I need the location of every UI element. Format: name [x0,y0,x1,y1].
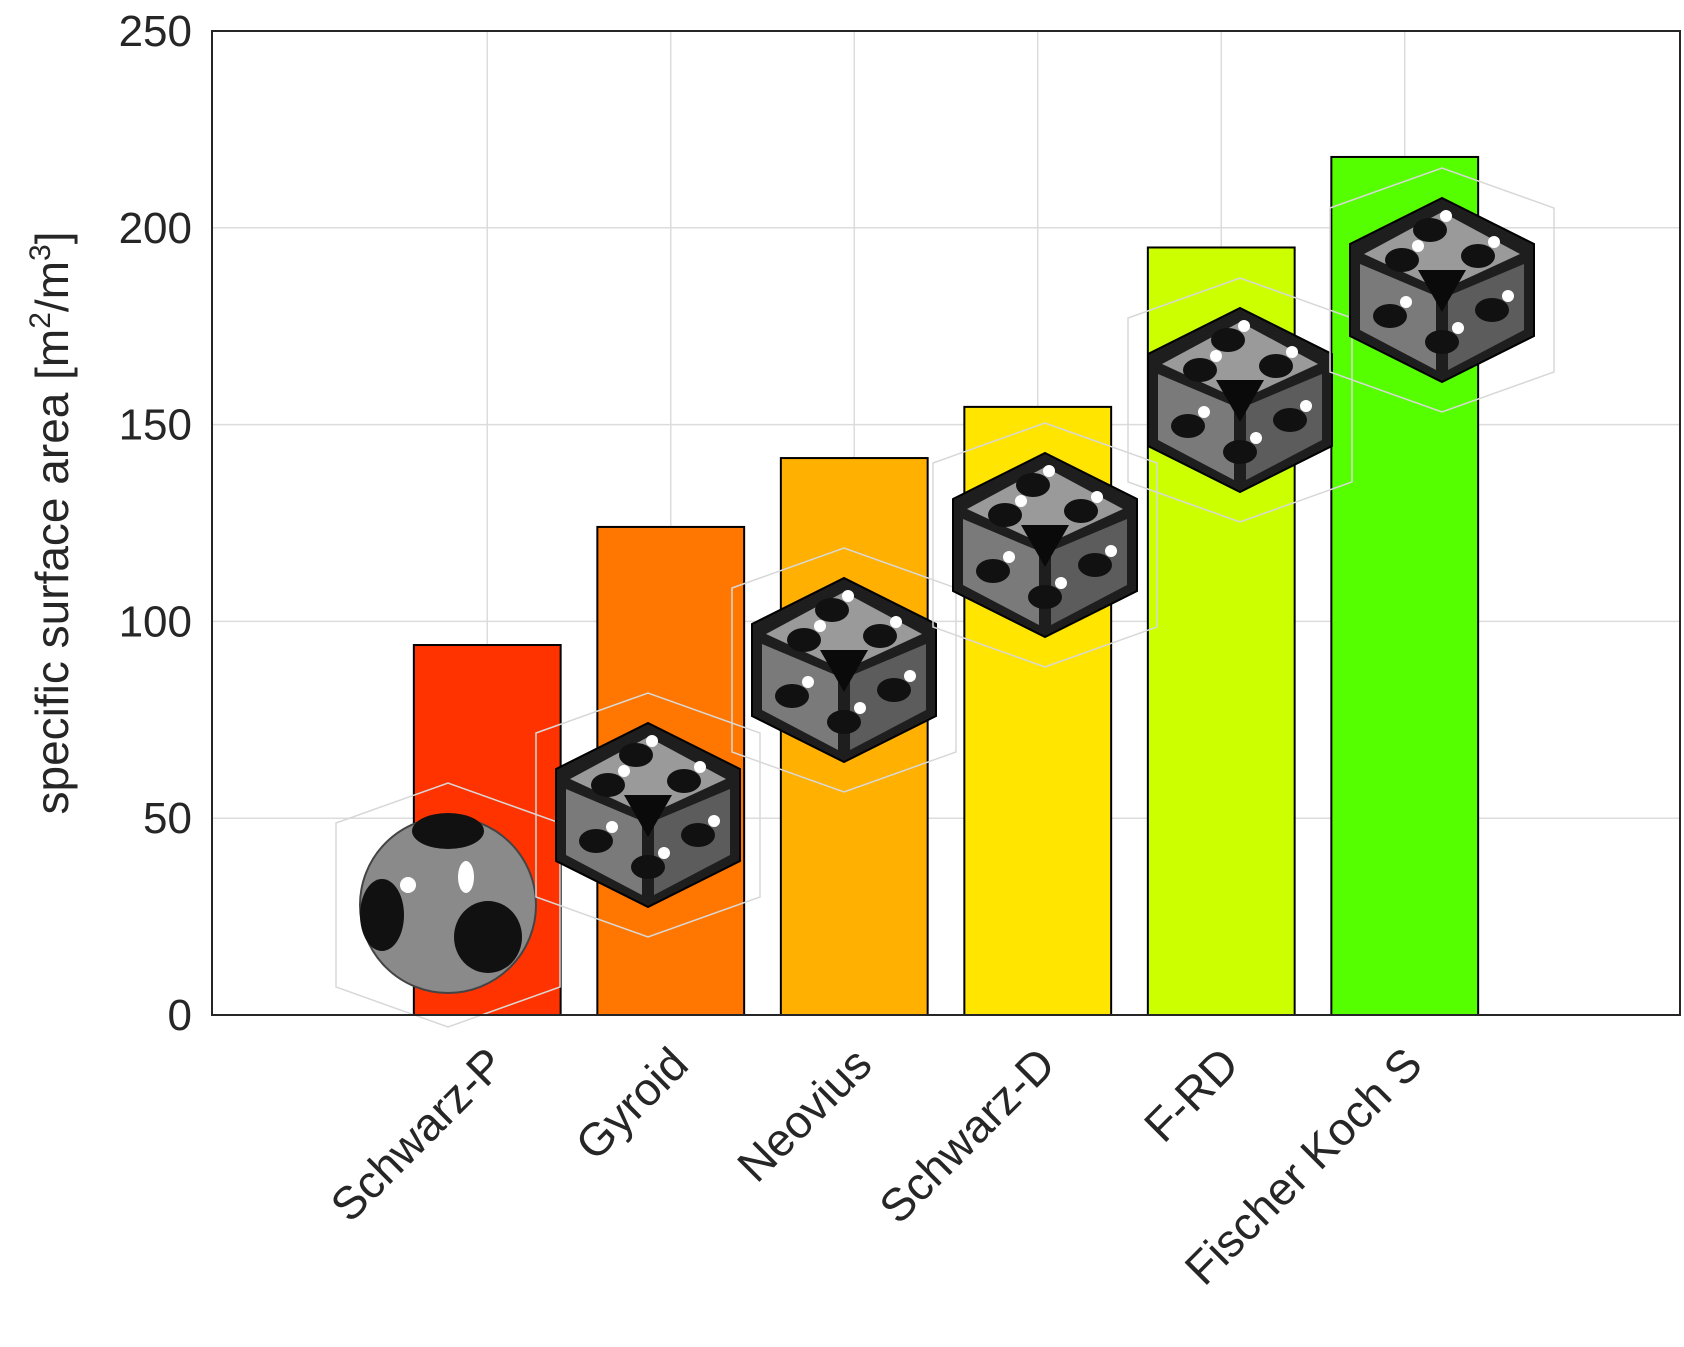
y-tick-label: 50 [143,794,192,843]
fischer-koch-s-structure-icon [1329,167,1555,413]
gyroid-structure-icon [535,692,761,938]
y-tick-label: 200 [119,204,192,253]
schwarz-p-structure-icon [335,782,561,1028]
plot-frame [211,30,1681,1016]
f-rd-structure-icon [1127,277,1353,523]
y-tick-label: 0 [168,991,192,1040]
y-axis-title: specific surface area [m2/m3] [24,231,78,814]
structure-icons [335,167,1555,1028]
y-tick-label: 100 [119,597,192,646]
y-tick-label: 150 [119,401,192,450]
schwarz-d-structure-icon [932,422,1158,668]
y-tick-label: 250 [119,7,192,56]
neovius-structure-icon [731,547,957,793]
y-tick-labels: 0 50 100 150 200 250 [119,7,192,1040]
